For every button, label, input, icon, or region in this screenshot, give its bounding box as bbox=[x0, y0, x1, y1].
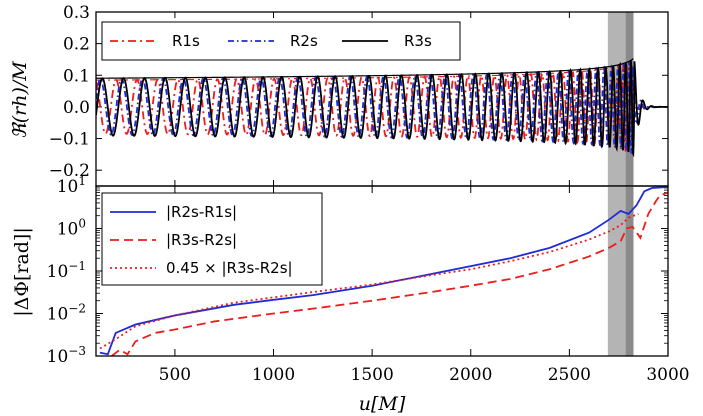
top-legend: R1s R2s R3s bbox=[101, 21, 461, 61]
series-r3s bbox=[96, 60, 668, 158]
x-tick-label: 2000 bbox=[449, 365, 492, 385]
waveform-curves bbox=[96, 58, 668, 158]
waveform-panel: −0.2 −0.1 0.0 0.1 0.2 0.3 ℜ(rh)/M R1s R2s R3s bbox=[9, 3, 669, 187]
x-tick-label: 1000 bbox=[252, 365, 295, 385]
bottom-ytick-label: 10−1 bbox=[47, 259, 86, 282]
series-r2s bbox=[96, 61, 668, 154]
shaded-band-1 bbox=[625, 186, 634, 356]
top-ytick-label: 0.0 bbox=[63, 98, 90, 118]
legend-label-r1s: R1s bbox=[172, 32, 200, 50]
bottom-legend-label-1: |R3s-R2s| bbox=[166, 231, 237, 249]
bottom-ytick-label: 101 bbox=[57, 174, 86, 197]
x-tick-labels: 500 1000 1500 2000 2500 3000 bbox=[159, 365, 690, 385]
phase-series-0 bbox=[99, 186, 668, 356]
x-tick-label: 3000 bbox=[646, 365, 689, 385]
bottom-legend: |R2s-R1s| |R3s-R2s| 0.45 × |R3s-R2s| bbox=[101, 192, 323, 286]
shaded-bands-bottom bbox=[607, 186, 634, 356]
bottom-legend-label-2: 0.45 × |R3s-R2s| bbox=[166, 259, 293, 277]
bottom-y-label: |ΔΦ[rad]| bbox=[11, 227, 33, 317]
shaded-band-0 bbox=[607, 186, 626, 356]
top-ytick-label: 0.2 bbox=[63, 35, 90, 55]
envelope-r1s bbox=[96, 61, 626, 81]
x-tick-label: 2500 bbox=[548, 365, 591, 385]
top-ytick-label: 0.1 bbox=[63, 66, 90, 86]
bottom-ytick-label: 100 bbox=[57, 217, 86, 240]
phase-series-1 bbox=[111, 191, 668, 356]
bottom-y-tick-labels: 10−3 10−2 10−1 100 101 bbox=[47, 174, 86, 367]
phase-curves bbox=[99, 186, 668, 356]
envelope-r3s bbox=[96, 58, 634, 79]
bottom-legend-label-0: |R2s-R1s| bbox=[166, 203, 237, 221]
phase-difference-panel: 10−3 10−2 10−1 100 101 500 1000 1500 2000 2500 30… bbox=[11, 174, 690, 415]
legend-label-r2s: R2s bbox=[290, 32, 318, 50]
x-axis-label: u[M] bbox=[359, 393, 406, 415]
bottom-frame bbox=[95, 185, 669, 357]
legend-label-r3s: R3s bbox=[404, 32, 432, 50]
x-tick-label: 500 bbox=[159, 365, 191, 385]
top-ytick-label: 0.3 bbox=[63, 3, 90, 23]
top-y-tick-labels: −0.2 −0.1 0.0 0.1 0.2 0.3 bbox=[49, 3, 90, 181]
top-y-axis-title: ℜ(rh)/M bbox=[9, 61, 31, 139]
bottom-ytick-label: 10−3 bbox=[47, 344, 86, 367]
x-tick-label: 1500 bbox=[351, 365, 394, 385]
top-ytick-label: −0.2 bbox=[49, 161, 90, 181]
bottom-ytick-label: 10−2 bbox=[47, 302, 86, 325]
top-y-label: ℜ(rh)/M bbox=[9, 61, 31, 139]
top-ytick-label: −0.1 bbox=[49, 130, 90, 150]
phase-series-2 bbox=[99, 213, 639, 350]
